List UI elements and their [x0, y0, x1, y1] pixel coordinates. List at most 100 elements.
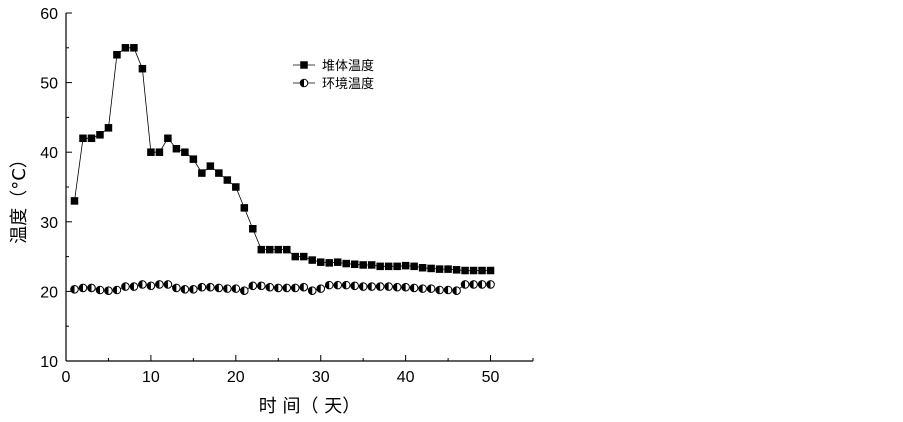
data-point-circle — [324, 280, 334, 290]
data-point-circle — [70, 285, 79, 294]
data-point-circle — [392, 282, 402, 292]
data-point-square — [181, 148, 189, 156]
data-point-square — [333, 258, 342, 266]
data-point-circle — [477, 280, 487, 289]
data-point-square — [367, 261, 376, 269]
data-point-square — [138, 64, 147, 73]
data-point-circle — [375, 282, 385, 291]
data-point-circle — [486, 280, 495, 289]
data-point-circle — [78, 283, 88, 293]
data-point-circle — [401, 282, 410, 292]
y-tick-label: 50 — [40, 76, 58, 93]
data-point-square — [223, 176, 232, 184]
data-point-square — [418, 263, 427, 272]
data-point-circle — [95, 285, 105, 295]
data-point-square — [350, 260, 359, 269]
data-point-circle — [282, 283, 292, 293]
data-point-circle — [206, 282, 215, 292]
data-point-circle — [273, 283, 283, 293]
data-point-circle — [146, 281, 156, 291]
data-point-square — [96, 131, 104, 139]
x-tick-label: 20 — [227, 369, 245, 386]
data-point-square — [257, 245, 266, 254]
data-point-square — [130, 44, 138, 52]
x-tick-label: 50 — [482, 369, 500, 386]
data-point-circle — [112, 285, 122, 295]
data-point-circle — [435, 285, 444, 295]
legend-item: 环境温度 — [293, 76, 374, 92]
data-point-square — [283, 245, 291, 254]
x-tick-label: 30 — [312, 369, 330, 386]
data-point-circle — [290, 283, 300, 293]
data-point-circle — [129, 282, 139, 291]
data-point-square — [79, 134, 87, 143]
data-point-circle — [121, 282, 130, 291]
data-point-circle — [333, 280, 343, 290]
data-point-square — [478, 266, 486, 275]
data-point-square — [206, 162, 215, 170]
data-point-circle — [426, 284, 436, 293]
y-tick-label: 20 — [40, 284, 58, 301]
data-point-square — [410, 262, 418, 271]
data-point-circle — [307, 286, 317, 296]
data-point-circle — [197, 282, 207, 292]
data-point-square — [164, 134, 172, 143]
data-point-circle — [214, 283, 224, 293]
y-axis-title: 温度（°C） — [9, 150, 30, 244]
data-point-square — [266, 245, 274, 254]
data-point-square — [469, 266, 478, 275]
data-point-square — [435, 265, 444, 273]
series-1 — [70, 44, 495, 275]
x-tick-label: 10 — [142, 369, 160, 386]
data-point-square — [452, 266, 461, 274]
data-point-circle — [248, 281, 258, 291]
data-point-circle — [138, 280, 147, 289]
data-point-circle — [163, 280, 173, 289]
data-point-square — [393, 262, 401, 271]
data-point-circle — [460, 280, 470, 289]
data-point-square — [316, 258, 325, 266]
series-layer — [70, 44, 495, 296]
data-point-circle — [409, 283, 419, 293]
data-point-circle — [384, 282, 393, 291]
data-point-circle — [341, 280, 351, 290]
y-tick-label: 40 — [40, 145, 58, 162]
data-point-circle — [223, 284, 232, 293]
y-tick-label: 10 — [40, 354, 58, 371]
data-point-circle — [180, 285, 190, 294]
legend-circle-marker — [299, 78, 309, 88]
data-point-square — [291, 252, 300, 261]
data-point-circle — [231, 284, 241, 293]
data-point-circle — [240, 286, 249, 296]
data-point-circle — [87, 283, 96, 293]
data-point-square — [172, 144, 181, 153]
data-point-square — [249, 225, 257, 233]
x-tick-label: 0 — [62, 369, 71, 386]
legend-label: 环境温度 — [322, 76, 374, 92]
data-point-circle — [299, 282, 309, 292]
data-point-circle — [358, 282, 368, 291]
data-point-square — [198, 169, 206, 177]
data-point-square — [401, 261, 410, 270]
data-point-square — [155, 148, 164, 156]
x-tick-label: 40 — [397, 369, 415, 386]
data-point-square — [104, 124, 113, 132]
data-point-square — [232, 183, 240, 191]
data-point-circle — [256, 281, 266, 291]
data-point-square — [376, 262, 384, 271]
data-point-square — [342, 259, 350, 268]
data-point-square — [215, 169, 223, 177]
data-point-circle — [155, 280, 164, 289]
data-point-circle — [172, 283, 181, 293]
data-point-circle — [452, 286, 461, 296]
data-point-circle — [367, 282, 376, 291]
series-line — [74, 47, 491, 271]
data-point-square — [384, 262, 393, 271]
data-point-circle — [350, 281, 359, 291]
data-point-square — [70, 197, 79, 205]
data-point-circle — [469, 280, 478, 289]
data-point-circle — [316, 284, 326, 293]
data-point-circle — [265, 282, 275, 292]
data-point-square — [461, 266, 469, 275]
